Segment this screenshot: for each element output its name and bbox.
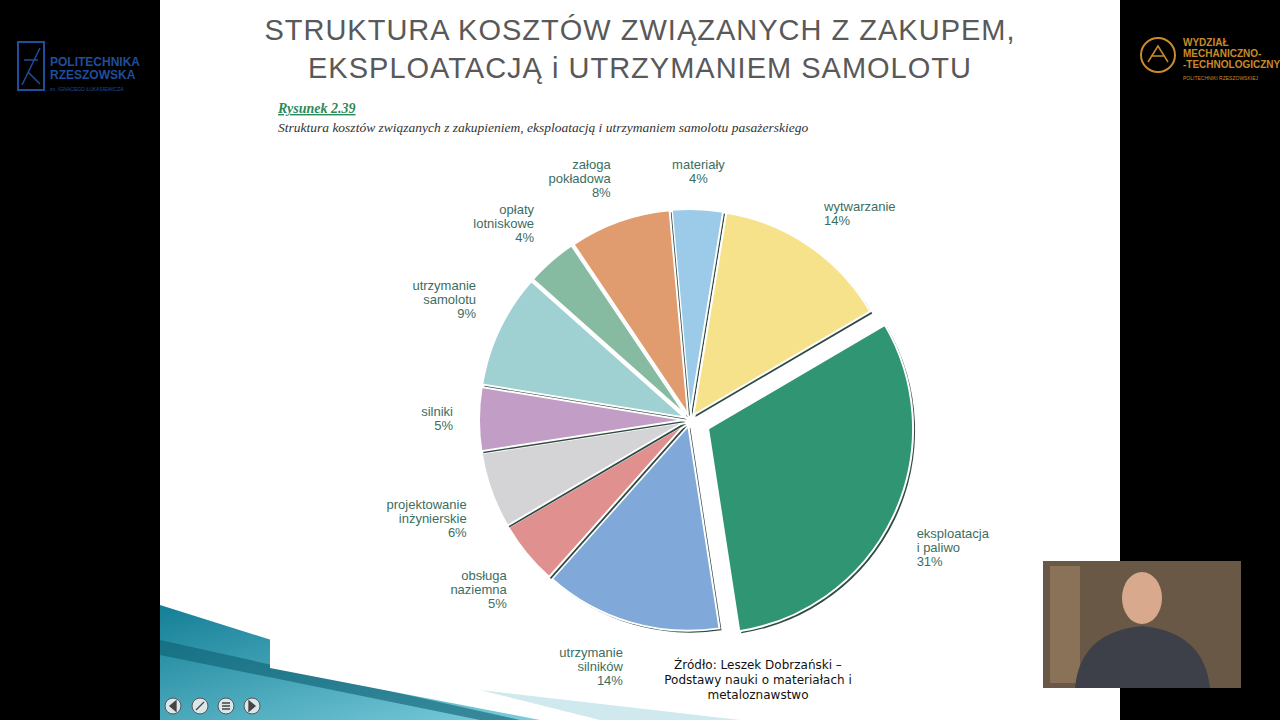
slice — [708, 325, 913, 631]
nav-button[interactable] — [244, 698, 260, 714]
logo-text: RZESZOWSKA — [50, 68, 136, 82]
webcam-person — [1075, 626, 1210, 688]
slice-label: opłatylotniskowe — [473, 202, 534, 231]
background — [0, 0, 1280, 720]
slice-label-line: utrzymanie — [412, 278, 476, 293]
nav-button[interactable] — [192, 698, 208, 714]
slice-label-line: naziemna — [450, 582, 507, 597]
slice-label: eksploatacjai paliwo — [917, 526, 990, 555]
logo-text: POLITECHNIKA — [50, 55, 140, 69]
data-label: 4% — [689, 171, 708, 186]
logo-mark — [1141, 38, 1175, 72]
slice-label-line: inżynierskie — [399, 511, 467, 526]
page: POLITECHNIKARZESZOWSKA im. IGNACEGO ŁUKAS… — [0, 0, 1280, 720]
nav-button[interactable] — [218, 698, 234, 714]
logo-subtitle: im. IGNACEGO ŁUKASIEWICZA — [50, 86, 124, 92]
slice-label-line: silników — [577, 659, 623, 674]
logo-left: POLITECHNIKARZESZOWSKA im. IGNACEGO ŁUKAS… — [18, 42, 140, 92]
slice-label-line: utrzymanie — [559, 645, 623, 660]
webcam — [1043, 561, 1241, 688]
nav-icon — [222, 703, 230, 709]
slice-group — [708, 325, 915, 633]
slice-label-line: eksploatacja — [917, 526, 990, 541]
pie — [479, 209, 915, 633]
source-bg — [652, 654, 864, 704]
slice-label: wytwarzanie — [823, 199, 896, 214]
slice-label: materiały — [672, 157, 725, 172]
slice-label-line: materiały — [672, 157, 725, 172]
data-label: 5% — [434, 418, 453, 433]
slice — [573, 210, 688, 414]
logo-text: WYDZIAŁ — [1183, 37, 1229, 48]
webcam-frame — [1043, 561, 1241, 688]
slide-title: STRUKTURA KOSZTÓW ZWIĄZANYCH Z ZAKUPEM, — [264, 14, 1015, 46]
source: Źródło: Leszek Dobrzański –Podstawy nauk… — [652, 654, 864, 704]
data-label: 9% — [457, 306, 476, 321]
slice-label: załogapokładowa — [549, 157, 612, 186]
nav-icon — [170, 701, 176, 711]
chart-subtitle: Struktura kosztów związanych z zakupieni… — [278, 120, 808, 135]
nav-icon — [249, 701, 255, 711]
logo-mark — [1148, 46, 1168, 62]
data-label: 6% — [448, 525, 467, 540]
data-label: 4% — [515, 230, 534, 245]
slice-label-line: opłaty — [499, 202, 534, 217]
slice-label: projektowanieinżynierskie — [386, 497, 466, 526]
slice-label-line: pokładowa — [549, 171, 612, 186]
source-text: Źródło: Leszek Dobrzański –Podstawy nauk… — [664, 657, 852, 702]
slice-label-line: silniki — [421, 404, 453, 419]
logo-mark — [18, 42, 44, 90]
data-label: 31% — [917, 554, 943, 569]
slice-label-line: załoga — [572, 157, 611, 172]
data-label: 5% — [488, 596, 507, 611]
slice-label: utrzymaniesamolotu — [412, 278, 476, 307]
data-label: 8% — [592, 185, 611, 200]
logo-mark — [22, 48, 40, 85]
data-label: 14% — [824, 213, 850, 228]
slice-label-line: samolotu — [423, 292, 476, 307]
webcam-bg — [1050, 566, 1080, 683]
slice-label-line: projektowanie — [386, 497, 466, 512]
slice-label-line: wytwarzanie — [823, 199, 896, 214]
source-line: Źródło: Leszek Dobrzański – — [674, 657, 842, 672]
logo-right: WYDZIAŁMECHANICZNO--TECHNOLOGICZNY POLITE… — [1141, 37, 1280, 81]
nav-icons — [165, 698, 260, 714]
slice-label-line: obsługa — [461, 568, 507, 583]
slice-group — [573, 210, 690, 416]
slice-label: obsługanaziemna — [450, 568, 507, 597]
chart-title: Rysunek 2.39 — [277, 101, 356, 116]
nav-icon — [196, 702, 204, 710]
slice-label: utrzymaniesilników — [559, 645, 623, 674]
slice-label: silniki — [421, 404, 453, 419]
slide — [160, 0, 1120, 720]
slide-title: EKSPLOATACJĄ i UTRZYMANIEM SAMOLOTU — [308, 52, 972, 84]
slice-label-line: i paliwo — [917, 540, 960, 555]
pie-labels: materiały4%wytwarzanie14%eksploatacjai p… — [386, 157, 989, 689]
logo-text: -TECHNOLOGICZNY — [1183, 59, 1280, 70]
swoosh — [270, 636, 700, 720]
nav-button[interactable] — [165, 698, 181, 714]
slice-label-line: lotniskowe — [473, 216, 534, 231]
logo-subtitle: POLITECHNIKI RZESZOWSKIEJ — [1183, 75, 1259, 81]
source-line: metaloznawstwo — [708, 688, 809, 702]
data-label: 14% — [597, 673, 623, 688]
webcam-person — [1122, 572, 1162, 624]
logo-text: MECHANICZNO- — [1183, 48, 1261, 59]
source-line: Podstawy nauki o materiałach i — [664, 673, 852, 687]
